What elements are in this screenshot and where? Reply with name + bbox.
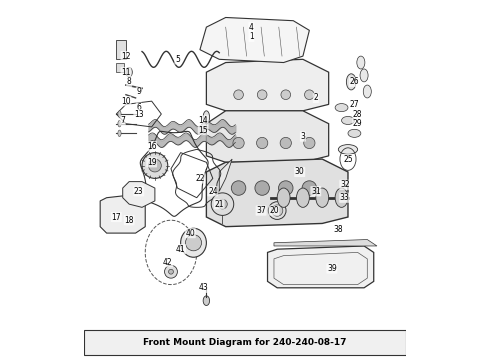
- Text: 19: 19: [147, 158, 156, 167]
- Text: 32: 32: [340, 180, 349, 189]
- Text: Front Mount Diagram for 240-240-08-17: Front Mount Diagram for 240-240-08-17: [143, 338, 347, 347]
- Text: 39: 39: [327, 264, 337, 273]
- Text: 14: 14: [198, 116, 208, 125]
- Ellipse shape: [118, 130, 121, 136]
- Polygon shape: [206, 59, 329, 111]
- Text: 5: 5: [175, 55, 180, 64]
- Text: 15: 15: [198, 126, 208, 135]
- Ellipse shape: [203, 296, 210, 306]
- Text: 33: 33: [340, 193, 350, 202]
- Text: 8: 8: [127, 77, 131, 86]
- Ellipse shape: [118, 121, 121, 127]
- Bar: [116, 40, 126, 59]
- Ellipse shape: [211, 193, 234, 215]
- Text: 29: 29: [353, 119, 363, 128]
- Ellipse shape: [148, 159, 161, 172]
- Ellipse shape: [335, 104, 348, 112]
- Text: 22: 22: [195, 174, 205, 183]
- Text: 20: 20: [269, 206, 279, 215]
- Polygon shape: [200, 18, 309, 63]
- Ellipse shape: [335, 188, 348, 207]
- Text: 13: 13: [134, 109, 144, 118]
- Ellipse shape: [348, 129, 361, 138]
- Ellipse shape: [233, 138, 244, 149]
- Text: 38: 38: [334, 225, 343, 234]
- Ellipse shape: [257, 90, 267, 100]
- Text: 23: 23: [134, 187, 144, 196]
- Bar: [116, 63, 124, 72]
- Text: 25: 25: [343, 154, 353, 163]
- Text: 42: 42: [163, 257, 172, 266]
- Ellipse shape: [126, 67, 132, 77]
- Text: 1: 1: [249, 32, 254, 41]
- Ellipse shape: [346, 74, 356, 90]
- Text: 43: 43: [198, 283, 208, 292]
- Text: 16: 16: [147, 142, 156, 151]
- Polygon shape: [122, 181, 155, 207]
- Text: 4: 4: [249, 23, 254, 32]
- Ellipse shape: [316, 188, 329, 207]
- Ellipse shape: [231, 181, 246, 195]
- Polygon shape: [268, 246, 374, 288]
- Text: 28: 28: [353, 109, 363, 118]
- Ellipse shape: [338, 145, 358, 154]
- Text: 10: 10: [121, 96, 131, 105]
- Text: 17: 17: [111, 212, 121, 221]
- Text: 7: 7: [120, 116, 125, 125]
- Text: 18: 18: [124, 216, 134, 225]
- Ellipse shape: [181, 228, 206, 257]
- Ellipse shape: [363, 85, 371, 98]
- Polygon shape: [206, 159, 348, 227]
- Polygon shape: [100, 194, 145, 233]
- Ellipse shape: [185, 235, 201, 251]
- Ellipse shape: [304, 138, 315, 149]
- Text: 30: 30: [295, 167, 305, 176]
- Bar: [84, 330, 406, 355]
- Text: 40: 40: [185, 229, 195, 238]
- Ellipse shape: [357, 56, 365, 69]
- Text: 24: 24: [208, 187, 218, 196]
- Text: 3: 3: [300, 132, 305, 141]
- Polygon shape: [219, 159, 232, 191]
- Text: 9: 9: [136, 87, 141, 96]
- Ellipse shape: [234, 90, 244, 100]
- Text: 27: 27: [349, 100, 359, 109]
- Ellipse shape: [342, 116, 354, 125]
- Ellipse shape: [281, 90, 291, 100]
- Ellipse shape: [255, 181, 270, 195]
- Text: 31: 31: [311, 187, 320, 196]
- Ellipse shape: [271, 205, 283, 216]
- Text: 41: 41: [176, 245, 185, 254]
- Text: 6: 6: [136, 103, 141, 112]
- Ellipse shape: [296, 188, 309, 207]
- Ellipse shape: [218, 199, 227, 209]
- Text: 2: 2: [314, 94, 318, 103]
- Polygon shape: [274, 239, 377, 246]
- Polygon shape: [206, 111, 329, 162]
- Ellipse shape: [142, 153, 168, 179]
- Ellipse shape: [360, 69, 368, 82]
- Text: 11: 11: [121, 68, 131, 77]
- Text: 12: 12: [121, 51, 131, 60]
- Ellipse shape: [203, 111, 210, 124]
- Ellipse shape: [302, 181, 317, 195]
- Ellipse shape: [277, 188, 290, 207]
- Text: 21: 21: [215, 200, 224, 209]
- Ellipse shape: [169, 269, 173, 274]
- Ellipse shape: [278, 181, 293, 195]
- Ellipse shape: [257, 138, 268, 149]
- Ellipse shape: [165, 265, 177, 278]
- Text: 26: 26: [349, 77, 359, 86]
- Ellipse shape: [280, 138, 292, 149]
- Ellipse shape: [305, 90, 314, 100]
- Text: 37: 37: [256, 206, 266, 215]
- Ellipse shape: [118, 111, 121, 117]
